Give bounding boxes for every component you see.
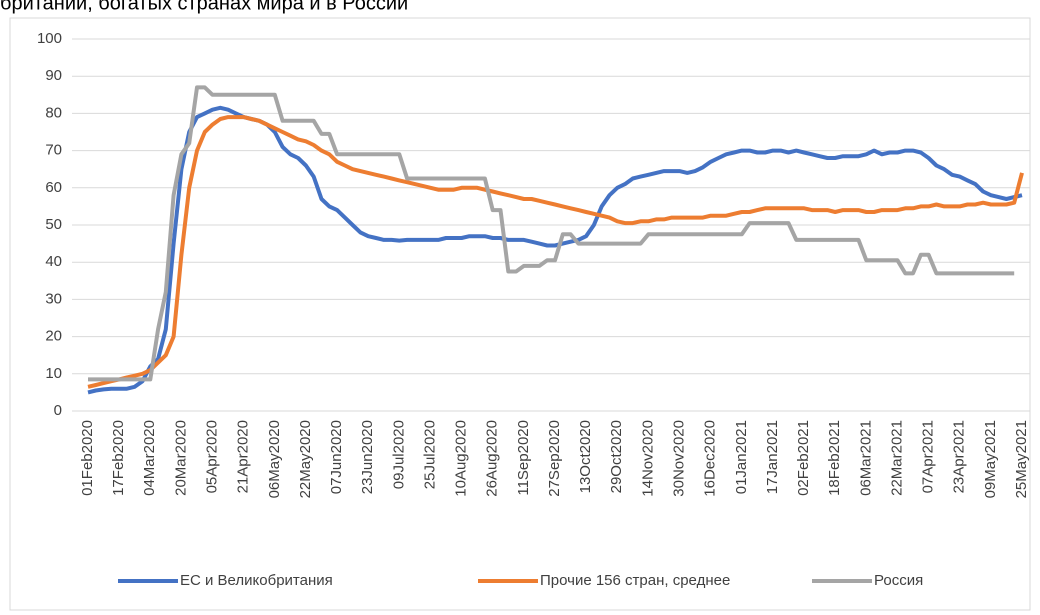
y-tick-label: 90 (45, 67, 62, 84)
x-tick-label: 02Feb2021 (795, 420, 812, 496)
x-tick-label: 20Mar2020 (172, 420, 189, 496)
x-tick-label: 09Jul2020 (390, 420, 407, 489)
x-tick-label: 13Oct2020 (577, 420, 594, 493)
x-tick-label: 01Feb2020 (79, 420, 96, 496)
x-tick-label: 01Jan2021 (733, 420, 750, 494)
series-line (88, 85, 1015, 382)
x-tick-label: 17Feb2020 (110, 420, 127, 496)
x-tick-label: 23Apr2021 (951, 420, 968, 493)
x-tick-label: 07Apr2021 (920, 420, 937, 493)
x-tick-label: 10Aug2020 (453, 420, 470, 497)
y-tick-label: 80 (45, 104, 62, 121)
legend-label: Прочие 156 стран, среднее (540, 572, 730, 589)
x-tick-label: 18Feb2021 (826, 420, 843, 496)
x-tick-label: 22Mar2021 (888, 420, 905, 496)
x-tick-label: 25May2021 (1013, 420, 1030, 498)
chart-title: британии, богатых странах мира и в Росси… (0, 0, 408, 14)
y-tick-label: 20 (45, 328, 62, 345)
x-tick-label: 11Sep2020 (515, 420, 532, 496)
x-tick-label: 27Sep2020 (546, 420, 563, 497)
chart-frame (9, 17, 1031, 611)
x-tick-label: 09May2021 (982, 420, 999, 498)
x-tick-label: 05Apr2020 (204, 420, 221, 493)
y-tick-label: 0 (54, 402, 62, 419)
legend-label: ЕС и Великобритания (180, 572, 333, 589)
x-tick-label: 07Jun2020 (328, 420, 345, 494)
y-tick-label: 70 (45, 142, 62, 159)
x-tick-label: 14Nov2020 (639, 420, 656, 497)
series-line (87, 115, 1024, 389)
y-tick-label: 40 (45, 253, 62, 270)
y-tick-label: 60 (45, 179, 62, 196)
x-tick-label: 22May2020 (297, 420, 314, 498)
x-tick-label: 17Jan2021 (764, 420, 781, 494)
x-tick-label: 25Jul2020 (421, 420, 438, 489)
y-tick-label: 100 (37, 30, 62, 47)
x-tick-label: 06May2020 (266, 420, 283, 498)
legend-label: Россия (874, 572, 923, 589)
x-tick-label: 29Oct2020 (608, 420, 625, 493)
x-tick-label: 23Jun2020 (359, 420, 376, 494)
x-tick-label: 16Dec2020 (702, 420, 719, 497)
x-tick-label: 30Nov2020 (671, 420, 688, 497)
x-tick-label: 26Aug2020 (484, 420, 501, 497)
y-tick-label: 50 (45, 216, 62, 233)
y-tick-label: 10 (45, 365, 62, 382)
y-tick-label: 30 (45, 290, 62, 307)
x-tick-label: 06Mar2021 (857, 420, 874, 496)
x-tick-label: 21Apr2020 (235, 420, 252, 493)
x-tick-label: 04Mar2020 (141, 420, 158, 496)
